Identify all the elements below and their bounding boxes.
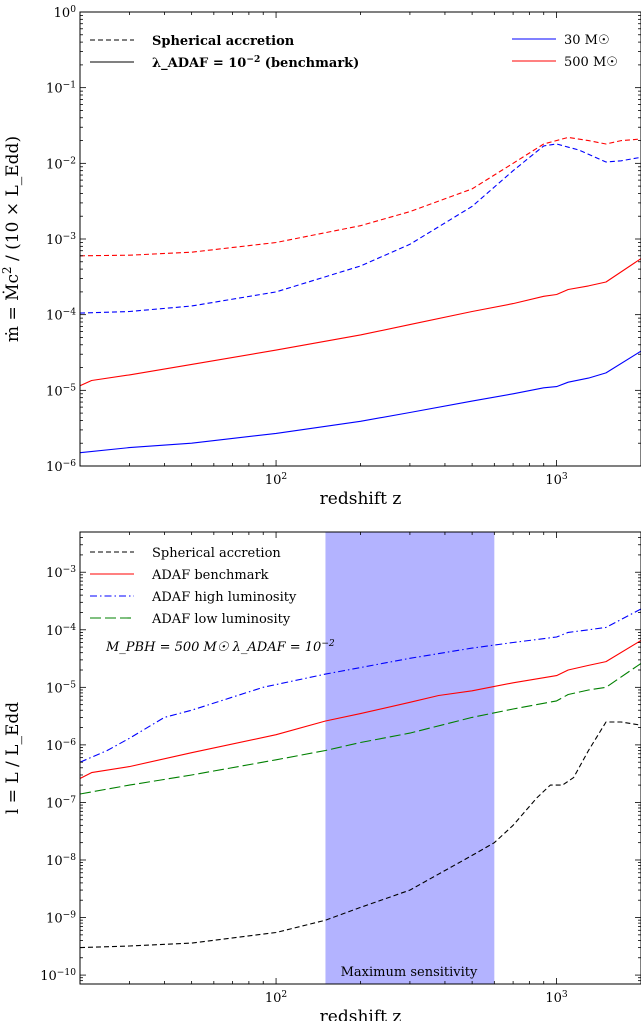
band-label: Maximum sensitivity — [341, 965, 478, 980]
series-line-3 — [80, 258, 641, 387]
y-tick-label: 10−3 — [46, 565, 76, 581]
x-axis-label: redshift z — [320, 489, 402, 509]
series-line-3 — [80, 608, 641, 763]
y-axis-label: ṁ = Ṁc2 / (10 × L_Edd) — [0, 136, 23, 342]
top-panel-accretion-rate: 102 103 10−6 10−5 10−4 10−3 10−2 10−1 100 redshif… — [0, 5, 641, 509]
legend-luminosity-models: Spherical accretion ADAF benchmark ADAF hi… — [90, 546, 297, 627]
x-tick-label: 102 — [265, 990, 287, 1006]
max-sensitivity-band — [325, 532, 495, 984]
x-axis-label: redshift z — [320, 1007, 402, 1021]
y-tick-label: 10−2 — [46, 156, 76, 172]
series-group — [80, 608, 641, 949]
legend-label: 30 M☉ — [564, 33, 610, 48]
series-group — [80, 136, 641, 454]
y-tick-label: 10−10 — [40, 968, 76, 984]
legend-label: λ_ADAF = 10−2 (benchmark) — [152, 54, 359, 72]
y-tick-label: 10−1 — [46, 81, 76, 97]
bottom-panel-luminosity: 102 103 10−10 10−9 10−8 10−7 10−6 10−5 10−4 10−3 r… — [3, 531, 641, 1021]
parameters-annotation: M_PBH = 500 M☉ λ_ADAF = 10−2 — [105, 639, 335, 655]
legend-masses: 30 M☉ 500 M☉ — [512, 33, 618, 70]
legend-label: Spherical accretion — [152, 34, 295, 49]
legend-label: ADAF low luminosity — [151, 612, 291, 627]
y-tick-label: 10−4 — [46, 623, 76, 639]
series-line-2 — [80, 640, 641, 779]
x-tick-label: 102 — [265, 472, 287, 488]
series-line-4 — [80, 350, 641, 454]
y-tick-label: 10−5 — [46, 383, 76, 399]
y-tick-label: 10−8 — [46, 853, 76, 869]
legend-label: Spherical accretion — [152, 546, 281, 561]
series-line-1 — [80, 721, 641, 949]
legend-label: ADAF high luminosity — [151, 590, 297, 605]
x-tick-label: 103 — [545, 472, 568, 488]
y-tick-label: 10−6 — [46, 459, 76, 475]
y-tick-label: 100 — [54, 5, 77, 21]
legend-label: 500 M☉ — [564, 55, 618, 70]
y-tick-label: 10−5 — [46, 680, 76, 696]
y-tick-label: 10−9 — [46, 911, 76, 927]
legend-line-styles: Spherical accretion λ_ADAF = 10−2 (benchm… — [90, 34, 359, 71]
y-axis-label: l = L / L_Edd — [3, 702, 23, 814]
y-tick-label: 10−6 — [46, 738, 76, 754]
x-tick-label: 103 — [545, 990, 568, 1006]
y-tick-label: 10−3 — [46, 232, 76, 248]
y-tick-label: 10−7 — [46, 795, 76, 811]
series-line-4 — [80, 662, 641, 795]
y-tick-label: 10−4 — [46, 308, 76, 324]
series-line-1 — [80, 136, 641, 257]
legend-label: ADAF benchmark — [151, 568, 269, 583]
